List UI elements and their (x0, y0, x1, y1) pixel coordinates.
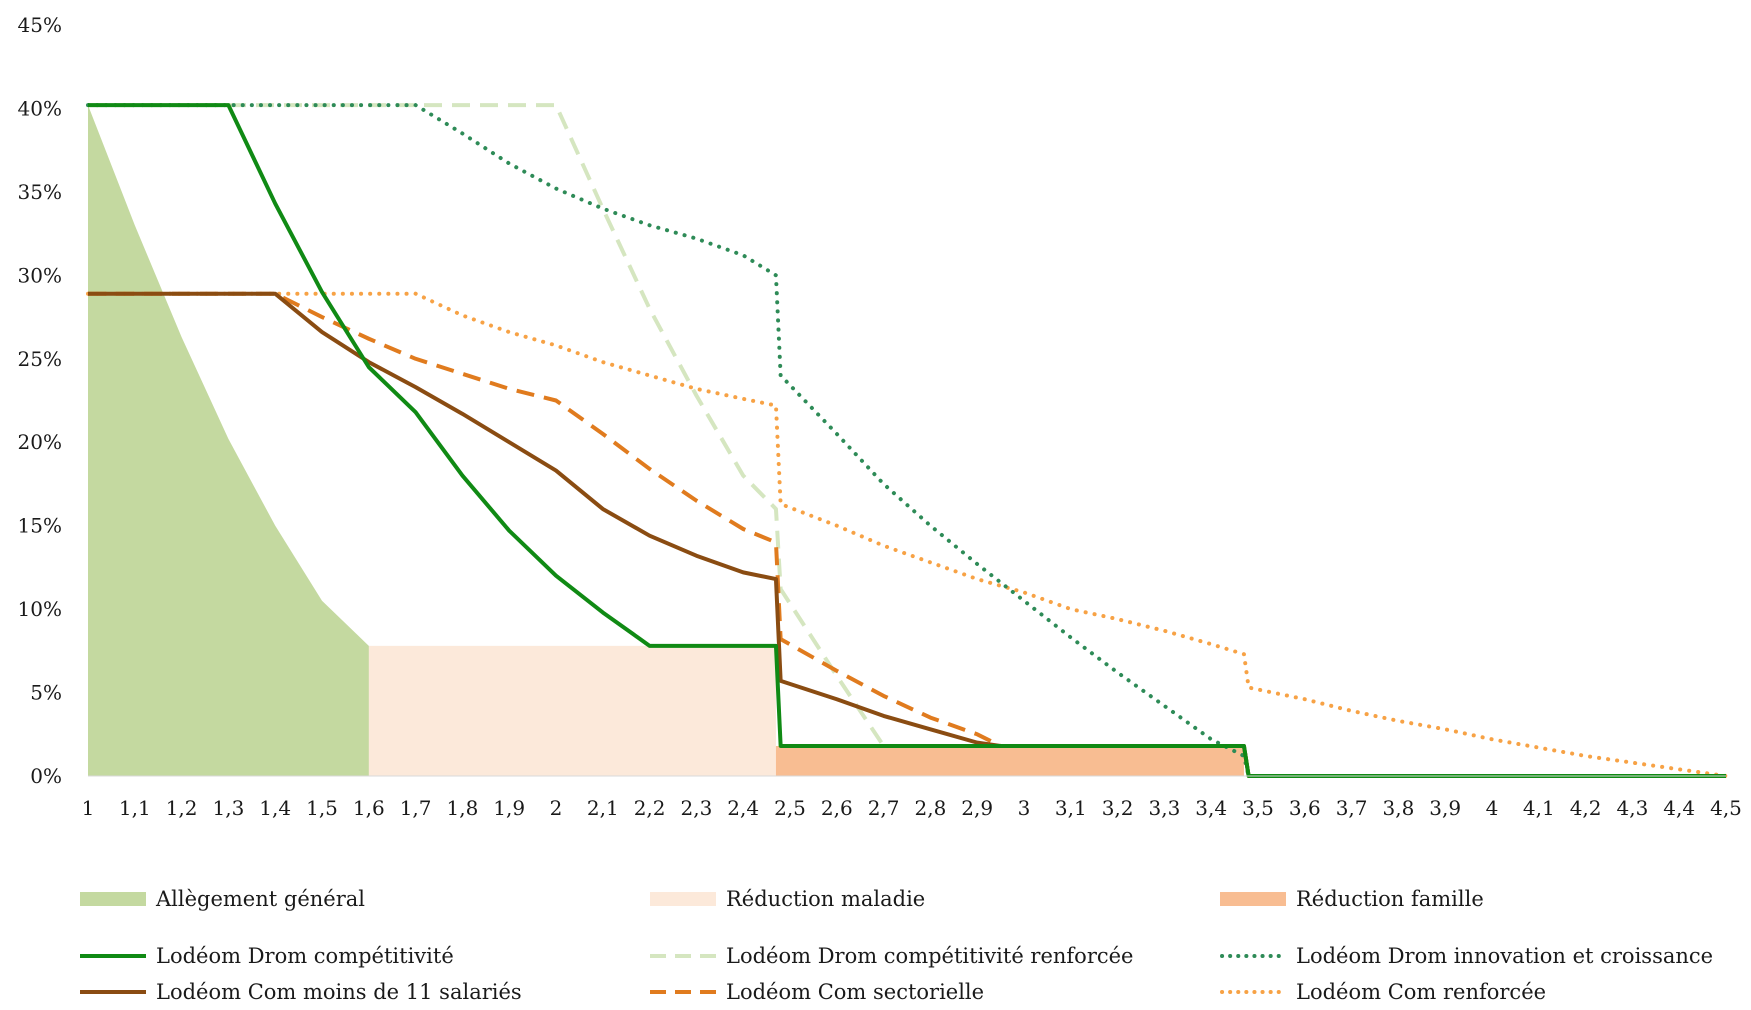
legend-swatch (1220, 990, 1286, 994)
legend-label: Réduction famille (1296, 887, 1484, 911)
x-tick-label: 4,3 (1616, 796, 1648, 820)
legend-swatch (650, 990, 716, 994)
legend-swatch (1220, 892, 1286, 906)
x-tick-label: 4,4 (1663, 796, 1695, 820)
legend-swatch (650, 954, 716, 958)
x-tick-label: 1,5 (306, 796, 338, 820)
x-tick-label: 3,5 (1242, 796, 1274, 820)
legend-label: Lodéom Drom compétitivité renforcée (726, 944, 1134, 968)
legend-swatch (80, 990, 146, 994)
y-tick-label: 40% (18, 96, 62, 120)
series-line-5 (86, 291, 1728, 778)
x-tick-label: 3,2 (1102, 796, 1134, 820)
legend-item-drom-competitivite: Lodéom Drom compétitivité (80, 939, 454, 973)
series-line-0 (88, 103, 1726, 778)
legend-label: Lodéom Com renforcée (1296, 980, 1547, 1004)
chart: 1 1,1 1,2 1,3 1,4 1,5 1,6 1,7 1,8 1,9 2 2,1 2,2 2,3 2,… (18, 13, 1742, 820)
legend-item-drom-innovation: Lodéom Drom innovation et croissance (1220, 939, 1713, 973)
x-tick-label: 3 (1018, 796, 1031, 820)
legend-swatch (650, 892, 716, 906)
legend-item-allegement-general: Allègement général (80, 882, 365, 916)
legend-swatch (1220, 954, 1286, 958)
x-tick-label: 3,4 (1195, 796, 1227, 820)
legend-item-com-moins-11: Lodéom Com moins de 11 salariés (80, 975, 522, 1009)
y-tick-label: 30% (18, 263, 62, 287)
y-tick-label: 0% (30, 764, 62, 788)
x-tick-label: 4 (1486, 796, 1499, 820)
legend-label: Lodéom Com moins de 11 salariés (156, 980, 522, 1004)
legend-item-reduction-maladie: Réduction maladie (650, 882, 925, 916)
legend: Allègement général Réduction maladie Réd… (0, 860, 1751, 1010)
x-tick-label: 2,7 (868, 796, 900, 820)
series-line-4 (88, 291, 1726, 778)
y-tick-label: 45% (18, 13, 62, 37)
x-tick-label: 2,9 (961, 796, 993, 820)
x-tick-label: 3,7 (1336, 796, 1368, 820)
x-tick-label: 1,8 (446, 796, 478, 820)
x-tick-label: 3,9 (1429, 796, 1461, 820)
x-tick-label: 1,1 (119, 796, 151, 820)
x-tick-label: 2,1 (587, 796, 619, 820)
series-line-1 (88, 103, 1726, 778)
x-tick-label: 3,1 (1055, 796, 1087, 820)
x-tick-label: 1,9 (493, 796, 525, 820)
x-tick-label: 2 (550, 796, 563, 820)
x-tick-label: 1,6 (353, 796, 385, 820)
chart-lines (86, 103, 1728, 778)
legend-swatch (80, 892, 146, 906)
legend-label: Lodéom Com sectorielle (726, 980, 985, 1004)
legend-item-drom-competitivite-renforcee: Lodéom Drom compétitivité renforcée (650, 939, 1133, 973)
x-tick-label: 3,6 (1289, 796, 1321, 820)
legend-item-com-renforcee: Lodéom Com renforcée (1220, 975, 1546, 1009)
x-tick-label: 2,6 (821, 796, 853, 820)
x-tick-label: 2,2 (634, 796, 666, 820)
x-tick-label: 3,3 (1148, 796, 1180, 820)
y-tick-label: 5% (30, 681, 62, 705)
x-tick-label: 2,4 (727, 796, 759, 820)
x-tick-label: 1,4 (259, 796, 291, 820)
legend-label: Lodéom Drom innovation et croissance (1296, 944, 1714, 968)
y-tick-label: 35% (18, 180, 62, 204)
y-tick-label: 25% (18, 347, 62, 371)
legend-label: Réduction maladie (726, 887, 926, 911)
y-tick-label: 15% (18, 514, 62, 538)
legend-item-com-sectorielle: Lodéom Com sectorielle (650, 975, 984, 1009)
series-line-2 (86, 103, 1728, 778)
x-axis: 1 1,1 1,2 1,3 1,4 1,5 1,6 1,7 1,8 1,9 2 2,1 2,2 2,3 2,… (82, 775, 1742, 820)
x-tick-label: 2,3 (680, 796, 712, 820)
chart-areas (88, 105, 1244, 776)
x-tick-label: 4,2 (1570, 796, 1602, 820)
x-tick-label: 1,3 (212, 796, 244, 820)
x-tick-label: 2,5 (774, 796, 806, 820)
area-2 (88, 105, 369, 776)
y-tick-label: 10% (18, 597, 62, 621)
x-tick-label: 1 (82, 796, 95, 820)
x-tick-label: 2,8 (914, 796, 946, 820)
x-tick-label: 4,1 (1523, 796, 1555, 820)
y-tick-label: 20% (18, 430, 62, 454)
legend-label: Allègement général (156, 887, 365, 911)
legend-label: Lodéom Drom compétitivité (156, 944, 454, 968)
legend-item-reduction-famille: Réduction famille (1220, 882, 1484, 916)
legend-swatch (80, 954, 146, 958)
x-tick-label: 1,2 (166, 796, 198, 820)
x-tick-label: 4,5 (1710, 796, 1742, 820)
x-tick-label: 1,7 (400, 796, 432, 820)
y-axis: 0% 5% 10% 15% 20% 25% 30% 35% 40% 45% (18, 13, 62, 788)
x-tick-label: 3,8 (1382, 796, 1414, 820)
